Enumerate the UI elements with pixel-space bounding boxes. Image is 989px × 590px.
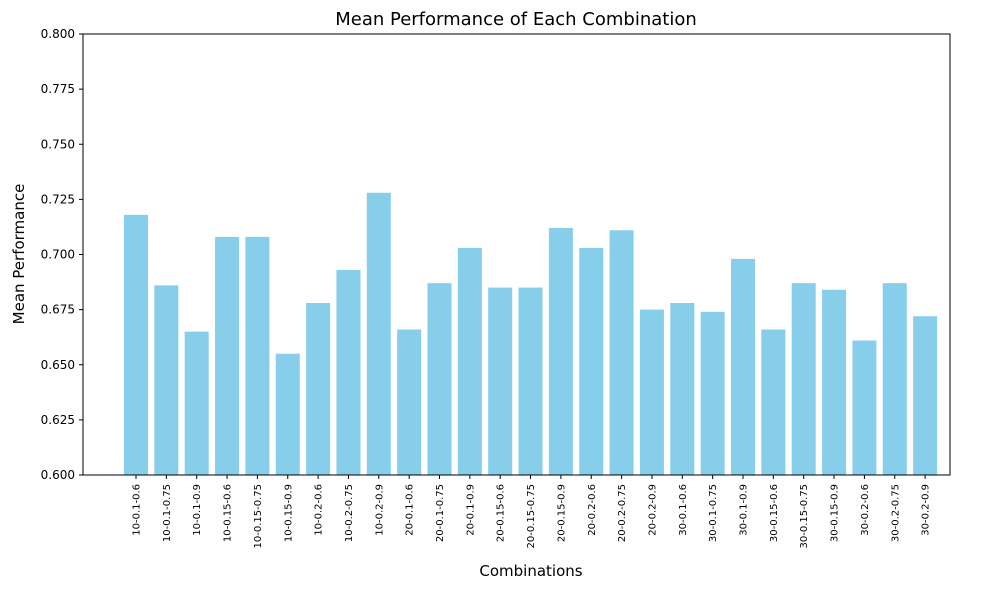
x-tick-label: 30-0.1-0.9 [739, 484, 750, 536]
y-tick-label: 0.800 [41, 27, 75, 41]
bar-30-0.2-0.9 [913, 316, 938, 475]
x-tick-label: 30-0.15-0.6 [769, 484, 780, 542]
bar-20-0.2-0.9 [639, 309, 664, 475]
x-tick-label: 10-0.15-0.75 [253, 484, 264, 548]
y-tick-label: 0.625 [41, 413, 75, 427]
x-tick-label: 20-0.1-0.75 [435, 484, 446, 542]
x-tick-label: 10-0.1-0.75 [162, 484, 173, 542]
bar-20-0.2-0.6 [579, 247, 604, 475]
x-tick-label: 30-0.15-0.75 [799, 484, 810, 548]
x-tick-label: 30-0.15-0.9 [830, 484, 841, 542]
y-tick-label: 0.600 [41, 468, 75, 482]
bar-10-0.1-0.75 [154, 285, 179, 475]
bar-10-0.2-0.9 [366, 192, 391, 475]
chart-title: Mean Performance of Each Combination [335, 9, 697, 30]
y-tick-label: 0.775 [41, 82, 75, 96]
bar-30-0.15-0.9 [822, 289, 847, 475]
x-tick-label: 10-0.2-0.75 [344, 484, 355, 542]
x-tick-label: 20-0.2-0.9 [647, 484, 658, 536]
bar-10-0.2-0.6 [306, 303, 331, 475]
bar-30-0.1-0.75 [700, 311, 725, 475]
bar-20-0.2-0.75 [609, 230, 634, 475]
x-tick-label: 20-0.1-0.6 [405, 484, 416, 536]
y-tick-label: 0.725 [41, 192, 75, 206]
y-tick-label: 0.700 [41, 248, 75, 262]
x-tick-label: 20-0.1-0.9 [465, 484, 476, 536]
x-tick-label: 30-0.2-0.75 [890, 484, 901, 542]
bar-10-0.15-0.75 [245, 236, 270, 475]
x-tick-label: 10-0.15-0.9 [283, 484, 294, 542]
x-tick-label: 20-0.15-0.75 [526, 484, 537, 548]
x-tick-label: 10-0.1-0.6 [132, 484, 143, 536]
bar-30-0.2-0.6 [852, 340, 877, 475]
bar-30-0.15-0.6 [761, 329, 786, 475]
bar-10-0.2-0.75 [336, 269, 361, 475]
bar-20-0.15-0.6 [488, 287, 513, 475]
bar-20-0.1-0.75 [427, 283, 452, 475]
x-tick-label: 10-0.15-0.6 [223, 484, 234, 542]
x-tick-label: 10-0.2-0.9 [374, 484, 385, 536]
x-tick-label: 30-0.1-0.75 [708, 484, 719, 542]
bar-30-0.2-0.75 [882, 283, 907, 475]
x-tick-label: 20-0.2-0.75 [617, 484, 628, 542]
x-tick-label: 10-0.2-0.6 [314, 484, 325, 536]
bar-20-0.15-0.75 [518, 287, 543, 475]
x-axis-label: Combinations [479, 562, 582, 580]
x-tick-label: 30-0.2-0.9 [921, 484, 932, 536]
bar-20-0.1-0.6 [397, 329, 422, 475]
x-tick-label: 20-0.15-0.9 [556, 484, 567, 542]
bar-20-0.1-0.9 [457, 247, 482, 475]
bar-10-0.1-0.9 [184, 331, 209, 475]
y-tick-label: 0.675 [41, 303, 75, 317]
y-tick-label: 0.650 [41, 358, 75, 372]
bar-30-0.1-0.6 [670, 303, 695, 475]
bar-30-0.1-0.9 [731, 258, 755, 475]
bar-10-0.15-0.9 [275, 353, 300, 475]
x-tick-label: 30-0.1-0.6 [678, 484, 689, 536]
bar-10-0.1-0.6 [124, 214, 148, 475]
bar-20-0.15-0.9 [548, 228, 573, 475]
plot-frame [82, 33, 951, 476]
x-tick-label: 10-0.1-0.9 [192, 484, 203, 536]
bar-30-0.15-0.75 [791, 283, 816, 475]
x-tick-label: 20-0.15-0.6 [496, 484, 507, 542]
bar-10-0.15-0.6 [215, 236, 240, 475]
x-tick-label: 30-0.2-0.6 [860, 484, 871, 536]
y-tick-label: 0.750 [41, 137, 75, 151]
y-axis-label: Mean Performance [10, 184, 28, 325]
x-tick-label: 20-0.2-0.6 [587, 484, 598, 536]
